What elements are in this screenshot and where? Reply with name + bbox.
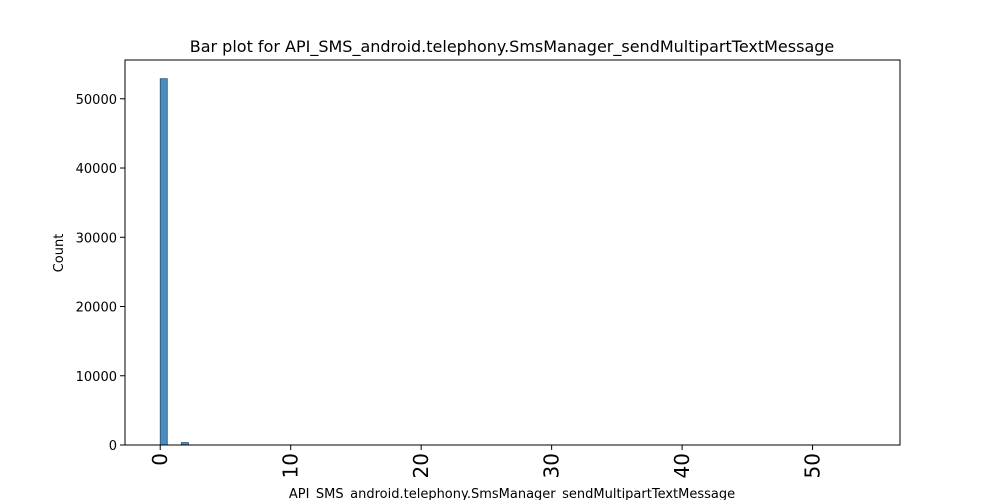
x-tick-label-4: 40 [670, 453, 694, 478]
x-axis-label: API_SMS_android.telephony.SmsManager_sen… [289, 487, 735, 500]
y-axis-label: Count [52, 234, 67, 273]
y-tick-label-2: 20000 [76, 301, 117, 316]
x-tick-label-0: 0 [148, 453, 172, 466]
y-axis: 0 10000 20000 30000 40000 50000 [76, 93, 125, 454]
chart-title: Bar plot for API_SMS_android.telephony.S… [190, 37, 835, 57]
x-tick-label-1: 10 [279, 453, 303, 478]
bar-0 [159, 78, 168, 446]
x-tick-label-2: 20 [409, 453, 433, 478]
y-tick-label-4: 40000 [76, 162, 117, 177]
y-tick-label-5: 50000 [76, 93, 117, 108]
bars-layer [159, 78, 189, 446]
x-tick-label-5: 50 [801, 453, 825, 478]
y-tick-label-1: 10000 [76, 370, 117, 385]
plot-frame [124, 59, 901, 446]
y-tick-label-0: 0 [109, 439, 117, 454]
x-axis: 0 10 20 30 40 50 [148, 445, 825, 478]
y-tick-label-3: 30000 [76, 231, 117, 246]
x-tick-label-3: 30 [540, 453, 564, 478]
